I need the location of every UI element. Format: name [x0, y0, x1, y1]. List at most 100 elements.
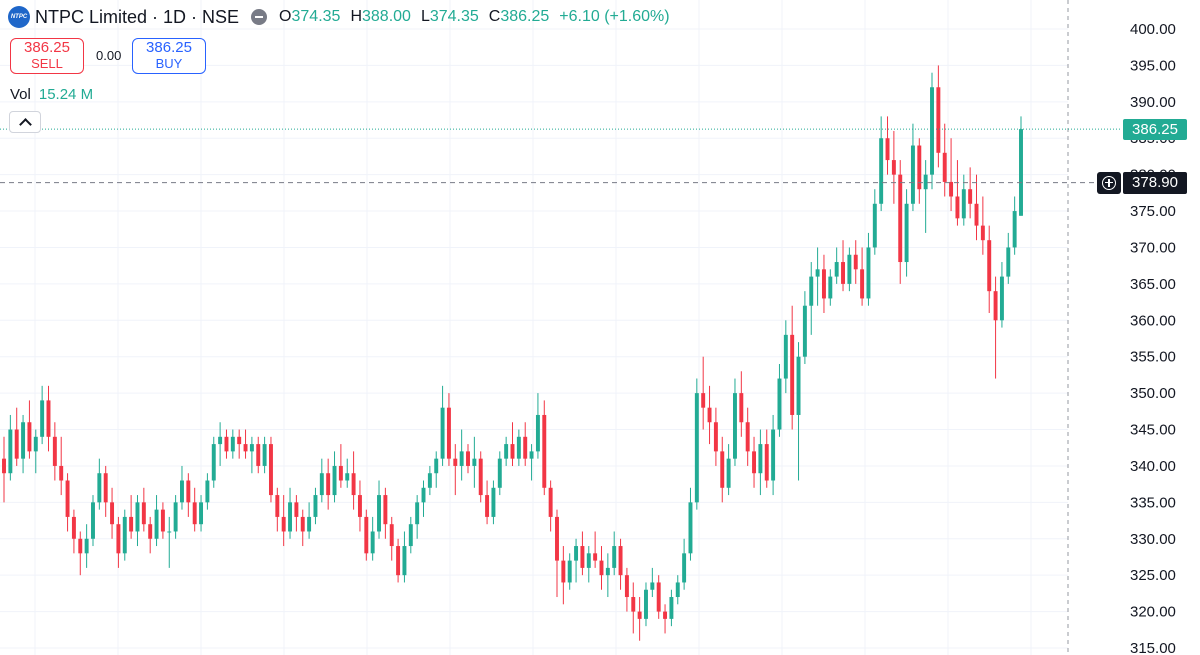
candle-body — [338, 465, 343, 481]
candle-body — [879, 138, 884, 204]
price-axis-tick-label: 370.00 — [1130, 239, 1176, 256]
candle-body — [396, 546, 401, 576]
candle-body — [408, 524, 413, 547]
candle-body — [2, 458, 6, 474]
add-alert-button[interactable] — [1097, 171, 1121, 194]
candle-body — [567, 560, 572, 583]
candle-body — [599, 560, 604, 576]
candle-body — [268, 444, 273, 496]
candle-body — [516, 436, 521, 459]
price-axis-tick-label: 315.00 — [1130, 640, 1176, 655]
candle-body — [40, 400, 45, 437]
candle-body — [1006, 247, 1011, 277]
candle-body — [542, 414, 547, 488]
candle-body — [796, 356, 801, 415]
candle-body — [332, 465, 337, 496]
symbol-title[interactable]: NTPC Limited · 1D · NSE — [35, 6, 240, 27]
candle-body — [249, 444, 254, 452]
candle-body — [466, 451, 470, 466]
candle-body — [529, 451, 534, 459]
collapse-legend-button[interactable] — [9, 111, 41, 133]
candle-body — [872, 203, 877, 248]
market-status-icon[interactable] — [251, 9, 268, 25]
price-axis-tick-label: 375.00 — [1130, 203, 1176, 220]
candle-body — [357, 495, 362, 517]
buy-button[interactable]: 386.25 BUY — [132, 38, 206, 74]
candle-body — [1012, 211, 1017, 248]
price-axis-tick-label: 365.00 — [1130, 276, 1176, 293]
candle-body — [930, 87, 934, 175]
candle-body — [389, 524, 394, 547]
price-axis-tick-label: 360.00 — [1130, 312, 1176, 329]
volume-legend: Vol 15.24 M — [10, 86, 93, 103]
candle-body — [707, 407, 712, 423]
price-axis-tick-label: 350.00 — [1130, 385, 1176, 402]
candle-body — [783, 334, 788, 379]
candle-body — [459, 451, 464, 466]
candle-body — [91, 502, 95, 539]
candle-body — [256, 444, 261, 466]
candle-body — [243, 444, 248, 452]
candle-body — [853, 254, 858, 270]
candle-body — [580, 546, 585, 568]
candle-body — [936, 87, 941, 153]
candle-body — [421, 487, 426, 503]
candle-body — [701, 393, 706, 408]
ohlc-low: L374.35 — [420, 8, 479, 25]
candle-body — [167, 531, 172, 533]
candle-body — [71, 516, 76, 539]
candle-body — [904, 203, 909, 263]
volume-label: Vol — [10, 86, 31, 103]
candle-body — [313, 495, 318, 517]
candle-body — [891, 160, 896, 175]
candle-body — [828, 276, 833, 299]
candle-body — [758, 444, 763, 474]
candle-body — [122, 516, 127, 554]
candle-body — [434, 458, 439, 474]
candle-body — [1019, 129, 1023, 216]
candle-body — [561, 560, 566, 583]
candle-body — [593, 553, 598, 561]
candle-body — [961, 189, 966, 219]
candle-body — [160, 509, 165, 532]
candle-body — [319, 473, 324, 496]
candle-body — [987, 240, 992, 292]
price-axis-tick-label: 390.00 — [1130, 94, 1176, 111]
candle-body — [199, 502, 204, 525]
candle-body — [682, 553, 687, 583]
candle-body — [866, 247, 871, 299]
candle-body — [669, 597, 674, 619]
candle-body — [752, 451, 757, 474]
candle-body — [129, 516, 134, 532]
candle-body — [364, 516, 369, 554]
candle-body — [326, 473, 331, 496]
candle-body — [97, 473, 102, 503]
candle-body — [802, 305, 807, 357]
candle-body — [8, 429, 13, 474]
candle-body — [84, 538, 89, 554]
candle-body — [656, 582, 661, 612]
candle-body — [612, 546, 617, 568]
sell-label: SELL — [31, 56, 63, 71]
sell-button[interactable]: 386.25 SELL — [10, 38, 84, 74]
candle-body — [116, 524, 121, 554]
chevron-up-icon — [18, 117, 32, 131]
candle-body — [453, 458, 458, 466]
candle-body — [713, 422, 718, 452]
candle-body — [351, 473, 356, 496]
candle-body — [294, 502, 299, 517]
candle-body — [650, 582, 655, 590]
crosshair-price-badge: 378.90 — [1123, 171, 1187, 194]
candle-body — [847, 254, 852, 284]
price-axis-tick-label: 325.00 — [1130, 567, 1176, 584]
candle-body — [478, 458, 483, 496]
candle-body — [135, 502, 140, 532]
candle-body — [586, 553, 591, 568]
candle-body — [218, 436, 223, 445]
candle-body — [809, 276, 814, 306]
candle-body — [59, 465, 64, 481]
candle-body — [497, 458, 502, 488]
candle-body — [307, 516, 312, 532]
volume-value: 15.24 M — [38, 86, 94, 103]
